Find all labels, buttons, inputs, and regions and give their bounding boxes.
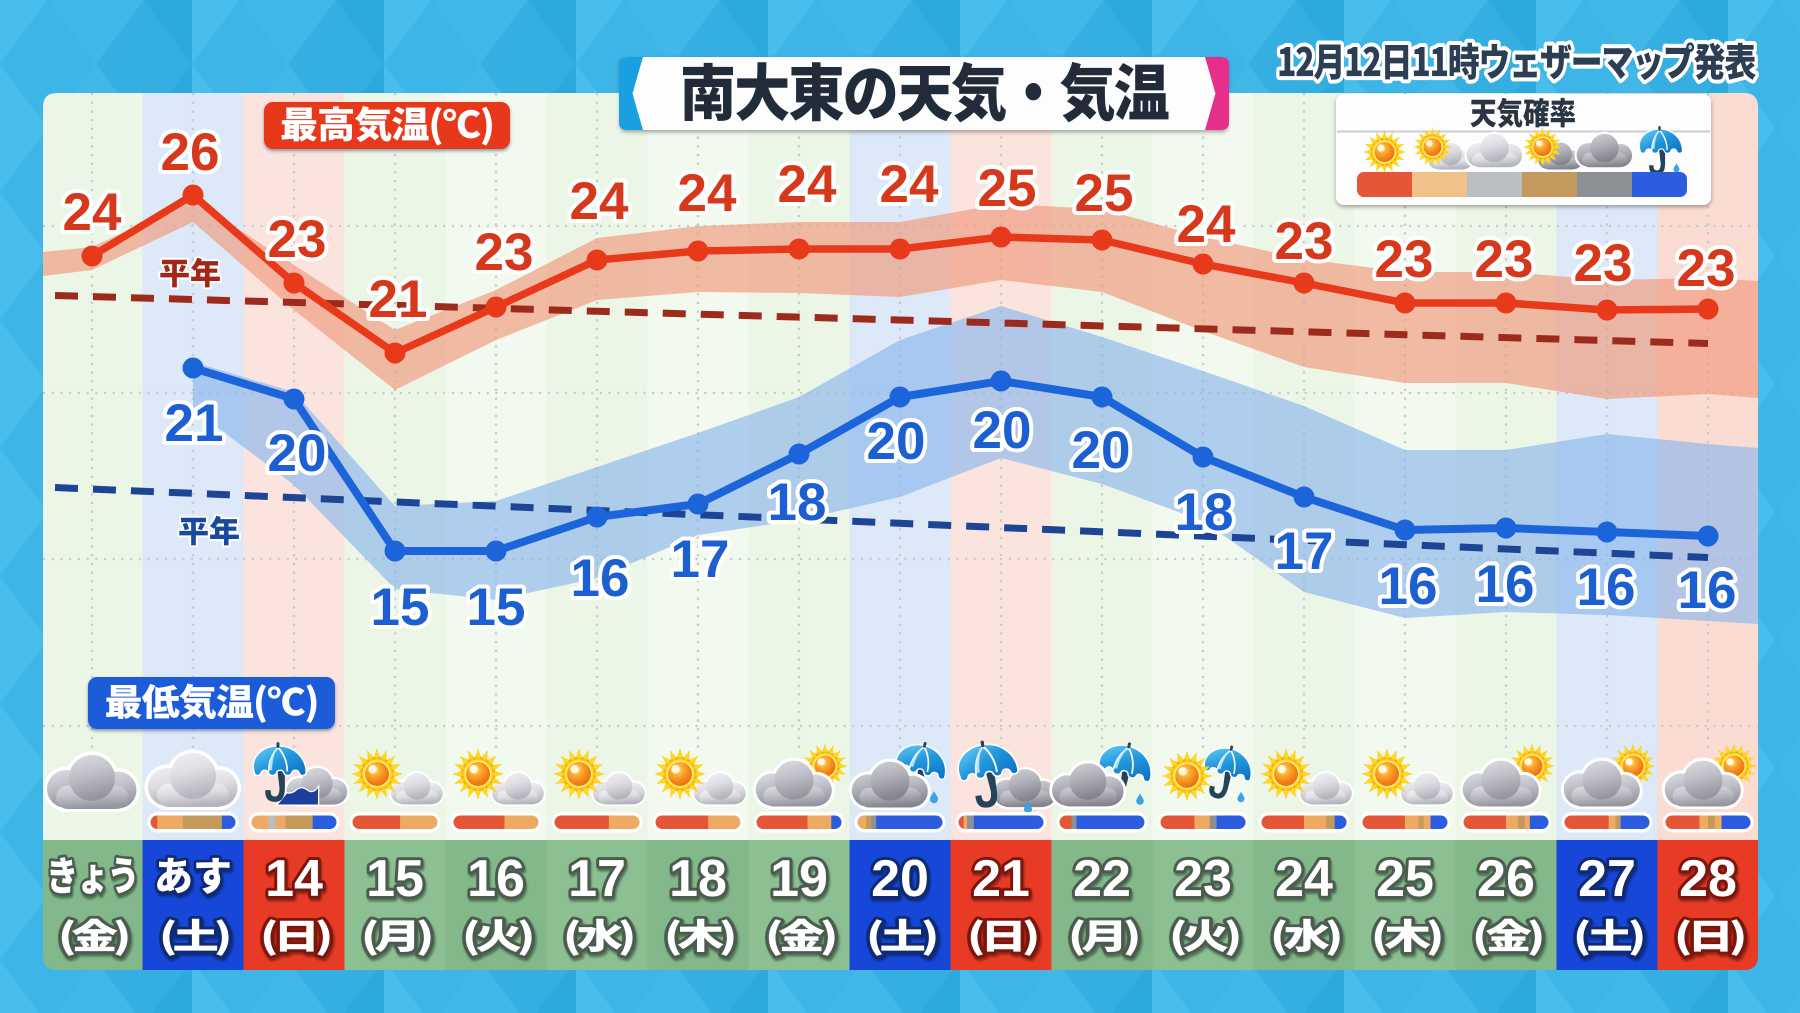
- svg-text:25: 25: [978, 159, 1037, 218]
- svg-text:20: 20: [973, 401, 1032, 460]
- svg-text:26: 26: [161, 123, 220, 182]
- svg-text:23: 23: [475, 223, 534, 282]
- svg-text:28: 28: [1679, 850, 1737, 908]
- svg-text:16: 16: [1476, 555, 1535, 614]
- svg-text:25: 25: [1075, 164, 1134, 223]
- svg-text:24: 24: [880, 155, 939, 214]
- svg-text:24: 24: [678, 164, 737, 223]
- svg-text:25: 25: [1376, 850, 1434, 908]
- svg-text:21: 21: [369, 270, 428, 329]
- svg-text:23: 23: [268, 210, 327, 269]
- svg-text:20: 20: [871, 850, 929, 908]
- svg-text:23: 23: [1375, 230, 1434, 289]
- svg-text:17: 17: [1275, 522, 1334, 581]
- svg-text:23: 23: [1275, 212, 1334, 271]
- svg-text:24: 24: [570, 172, 629, 231]
- svg-text:21: 21: [972, 850, 1030, 908]
- svg-text:23: 23: [1677, 239, 1736, 298]
- svg-text:26: 26: [1477, 850, 1535, 908]
- svg-text:23: 23: [1574, 234, 1633, 293]
- svg-text:20: 20: [1072, 421, 1131, 480]
- svg-text:16: 16: [1678, 561, 1737, 620]
- svg-text:16: 16: [571, 549, 630, 608]
- svg-text:16: 16: [467, 850, 525, 908]
- svg-text:16: 16: [1577, 558, 1636, 617]
- svg-text:24: 24: [1177, 195, 1236, 254]
- svg-text:24: 24: [778, 155, 837, 214]
- svg-text:16: 16: [1379, 557, 1438, 616]
- svg-text:20: 20: [268, 424, 327, 483]
- svg-text:23: 23: [1174, 850, 1232, 908]
- svg-text:23: 23: [1475, 230, 1534, 289]
- svg-text:18: 18: [768, 473, 827, 532]
- svg-text:15: 15: [467, 578, 526, 637]
- svg-text:20: 20: [867, 412, 926, 471]
- svg-text:18: 18: [1175, 483, 1234, 542]
- svg-text:17: 17: [568, 850, 626, 908]
- svg-text:19: 19: [770, 850, 828, 908]
- svg-text:21: 21: [165, 394, 224, 453]
- svg-text:22: 22: [1073, 850, 1131, 908]
- svg-text:15: 15: [371, 578, 430, 637]
- svg-text:14: 14: [265, 850, 323, 908]
- svg-text:15: 15: [366, 850, 424, 908]
- svg-text:27: 27: [1578, 850, 1636, 908]
- svg-text:17: 17: [671, 530, 730, 589]
- svg-text:18: 18: [669, 850, 727, 908]
- svg-text:24: 24: [1275, 850, 1333, 908]
- svg-text:24: 24: [63, 183, 122, 242]
